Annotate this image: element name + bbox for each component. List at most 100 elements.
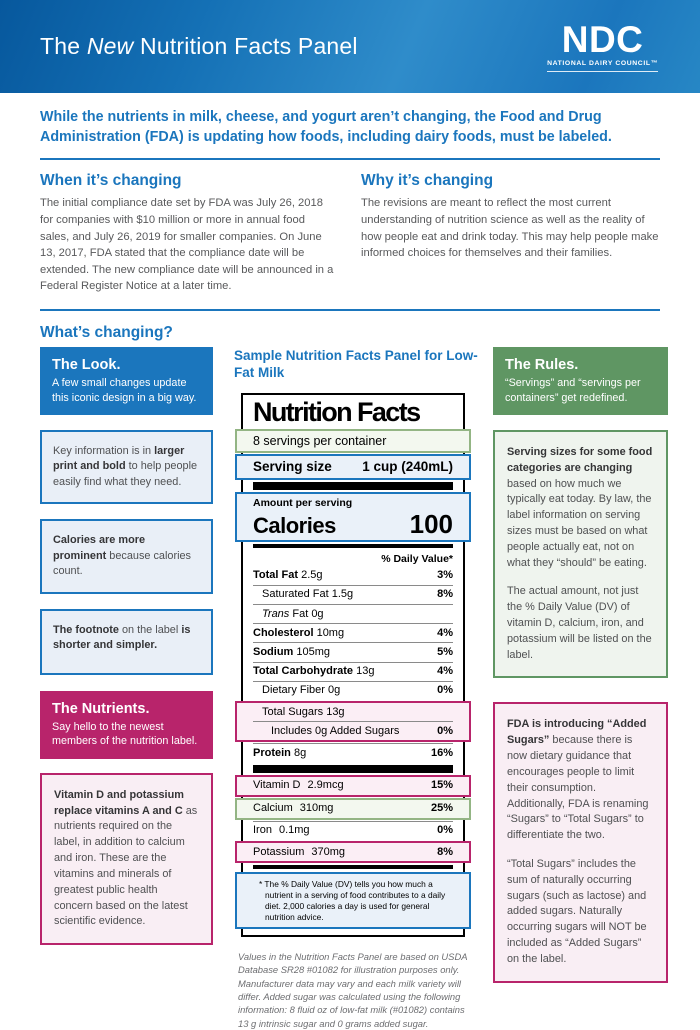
serving-size-label: Serving size [253, 459, 332, 475]
nutrient-name: Includes 0g Added Sugars [271, 724, 400, 737]
vitamin-row: Potassium 370mg 8% [253, 843, 453, 861]
calcium-highlight: Calcium 310mg 25% [235, 797, 471, 820]
nutrient-dv: 4% [437, 626, 453, 639]
potassium-highlight: Potassium 370mg 8% [235, 841, 471, 864]
nutrient-name: Total Fat 2.5g [253, 569, 323, 582]
divider [40, 158, 660, 161]
the-look-title: The Look. [52, 356, 121, 373]
nutrient-row: Cholesterol 10mg 4% [253, 623, 453, 642]
vitamin-name: Iron [253, 824, 272, 837]
daily-value-header: % Daily Value* [381, 552, 453, 565]
calories-label: Calories [253, 512, 336, 538]
vitamin-dv: 8% [437, 845, 453, 858]
nutrient-dv: 0% [437, 724, 453, 737]
rules-paragraph: Serving sizes for some food categories a… [507, 445, 653, 569]
nutrient-name: Total Sugars 13g [262, 705, 345, 718]
ndc-logo-name: NATIONAL DAIRY COUNCIL™ [547, 60, 658, 72]
nutrient-name: Sodium 105mg [253, 645, 331, 658]
vitamin-row: Calcium 310mg 25% [253, 800, 453, 818]
vitamin-amount: 2.9mcg [307, 779, 344, 792]
servings-per-container: 8 servings per container [253, 433, 387, 448]
calories-row: Calories 100 [253, 509, 453, 540]
sugars-paragraph: “Total Sugars” includes the sum of natur… [507, 857, 647, 965]
vitamin-amount: 310mg [299, 802, 334, 815]
vitamin-amount: 0.1mg [278, 824, 310, 837]
vitamin-name: Vitamin D [253, 779, 301, 792]
vitamin-row: Iron 0.1mg 0% [253, 820, 453, 840]
why-body: The revisions are meant to reflect the m… [361, 197, 659, 260]
whats-changing-heading: What’s changing? [40, 323, 173, 341]
calories-value: 100 [409, 508, 453, 539]
header-banner: The New Nutrition Facts Panel NDC NATION… [0, 0, 700, 93]
nutrient-row: Sodium 105mg 5% [253, 642, 453, 661]
when-column: When it’s changing The initial complianc… [40, 172, 335, 294]
footnote-highlight: * The % Daily Value (DV) tells you how m… [235, 872, 471, 929]
label-footnote: * The % Daily Value (DV) tells you how m… [259, 879, 446, 923]
sample-label-heading: Sample Nutrition Facts Panel for Low-Fat… [234, 347, 478, 381]
nutrients-note-vitamins: Vitamin D and potassium replace vitamins… [40, 772, 213, 946]
vitamin-dv: 15% [430, 779, 453, 792]
nutrient-dv: 16% [430, 746, 453, 759]
nutrient-dv: 5% [437, 645, 453, 658]
look-column: The Look. A few small changes update thi… [40, 346, 213, 946]
nutrient-dv: 3% [437, 569, 453, 582]
ndc-logo-acronym: NDC [561, 19, 644, 61]
whats-changing-grid: The Look. A few small changes update thi… [40, 346, 668, 1030]
when-body: The initial compliance date set by FDA w… [40, 197, 334, 293]
nutrient-row: Dietary Fiber 0g 0% [253, 680, 453, 700]
the-rules-header-box: The Rules. “Servings” and “servings per … [493, 346, 668, 415]
the-rules-title: The Rules. [505, 356, 579, 373]
serving-size-highlight: Serving size 1 cup (240mL) [235, 453, 471, 480]
the-nutrients-header-box: The Nutrients. Say hello to the newest m… [40, 690, 213, 759]
look-note-footnote: The footnote on the label is shorter and… [40, 608, 213, 675]
serving-size-row: Serving size 1 cup (240mL) [253, 456, 453, 478]
nutrient-name: Total Carbohydrate 13g [253, 665, 375, 678]
nutrient-name: Protein 8g [253, 746, 307, 759]
vitamin-amount: 370mg [311, 845, 345, 858]
page-title: The New Nutrition Facts Panel [40, 33, 358, 59]
nutrient-name: Saturated Fat 1.5g [262, 588, 354, 601]
usda-disclaimer: Values in the Nutrition Facts Panel are … [238, 951, 468, 1029]
nutrient-row: Total Fat 2.5g 3% [253, 567, 453, 585]
intro-statement: While the nutrients in milk, cheese, and… [40, 109, 612, 145]
the-nutrients-title: The Nutrients. [52, 700, 150, 717]
why-column: Why it’s changing The revisions are mean… [361, 172, 660, 294]
thick-bar [253, 481, 453, 490]
nutrient-row: Protein 8g 16% [253, 743, 453, 762]
divider [40, 308, 660, 311]
nutrient-dv: 0% [437, 684, 453, 697]
rules-paragraph: The actual amount, not just the % Daily … [507, 585, 652, 661]
the-look-header-box: The Look. A few small changes update thi… [40, 346, 213, 415]
vitamin-dv: 0% [437, 824, 453, 837]
serving-size-value: 1 cup (240mL) [362, 459, 453, 475]
vitamin-row: Vitamin D 2.9mcg 15% [253, 777, 453, 795]
the-rules-body: “Servings” and “servings per containers”… [505, 376, 641, 404]
amount-per-serving: Amount per serving [253, 496, 353, 509]
when-heading: When it’s changing [40, 172, 182, 190]
rules-note-serving-sizes: Serving sizes for some food categories a… [493, 429, 668, 679]
sugars-paragraph: FDA is introducing “Added Sugars” becaus… [507, 718, 649, 842]
ndc-logo: NDC NATIONAL DAIRY COUNCIL™ [547, 21, 658, 72]
nutrient-row: Trans Fat 0g [253, 604, 453, 623]
label-title: Nutrition Facts [253, 397, 421, 427]
label-column: Sample Nutrition Facts Panel for Low-Fat… [228, 347, 478, 1030]
vitamin-d-highlight: Vitamin D 2.9mcg 15% [235, 774, 471, 797]
nutrient-rows: Total Fat 2.5g 3% Saturated Fat 1.5g 8% Tran… [235, 567, 471, 763]
vitamin-dv: 25% [430, 802, 453, 815]
look-note-calories: Calories are more prominent because calo… [40, 519, 213, 594]
rules-note-added-sugars: FDA is introducing “Added Sugars” becaus… [493, 702, 668, 983]
nutrient-row: Includes 0g Added Sugars 0% [253, 721, 453, 740]
nutrient-dv: 4% [437, 665, 453, 678]
rules-column: The Rules. “Servings” and “servings per … [493, 346, 668, 983]
medium-bar [253, 543, 453, 548]
look-note-key-information: Key information is in larger print and b… [40, 429, 213, 505]
when-why-section: When it’s changing The initial complianc… [40, 172, 660, 294]
nutrient-row: Total Carbohydrate 13g 4% [253, 661, 453, 681]
medium-bar [253, 865, 453, 870]
nutrient-name: Cholesterol 10mg [253, 626, 345, 639]
nutrient-name: Trans Fat 0g [262, 607, 324, 620]
nutrient-dv: 8% [437, 588, 453, 601]
servings-highlight: 8 servings per container [235, 428, 471, 453]
nutrition-facts-label: Nutrition Facts 8 servings per container… [235, 393, 471, 937]
vitamin-rows: Vitamin D 2.9mcg 15% Calcium 310mg 25% Iron 0.1… [235, 774, 471, 864]
